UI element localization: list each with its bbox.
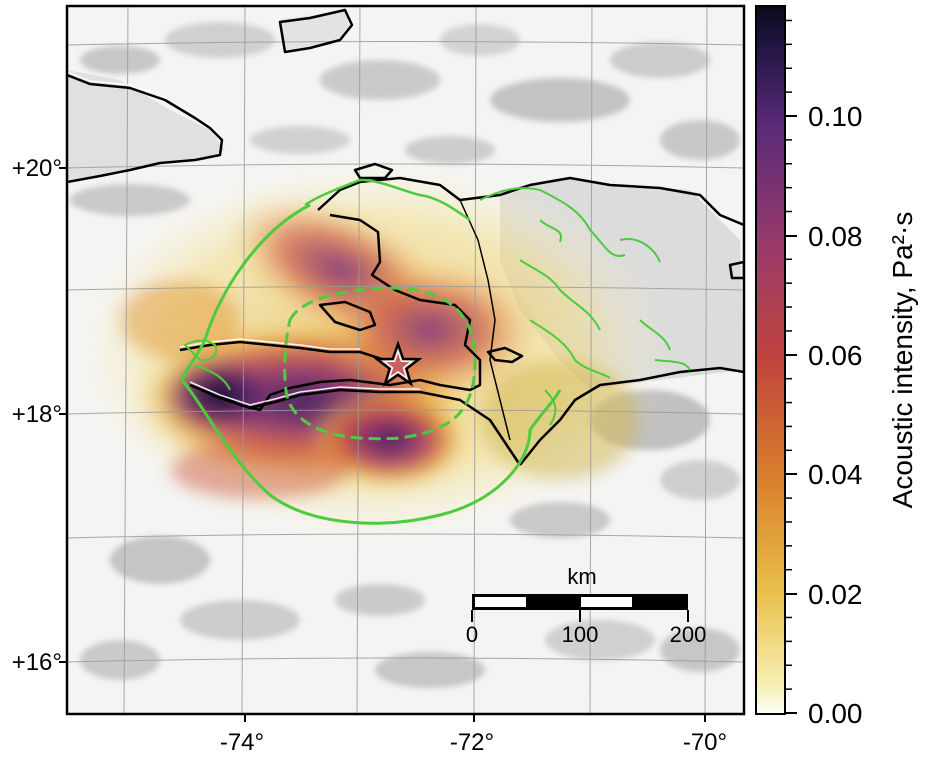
outer-contour: [180, 203, 562, 525]
lon-tick-label: -70°: [683, 729, 727, 756]
inner-dashed-contour: [283, 286, 477, 441]
colorbar-tick-label: 0.00: [808, 698, 863, 729]
cuba-coast-north: [67, 73, 224, 184]
contour-north-coast: [304, 178, 471, 222]
gonave-island: [318, 300, 377, 332]
epicenter-star: [373, 340, 423, 387]
lat-tick-label: +16°: [12, 649, 62, 676]
colorbar-major-ticks: [785, 115, 797, 714]
haiti-south-coast: [189, 383, 522, 466]
map-frame: [65, 4, 746, 716]
colorbar-minor-ticks: [785, 19, 792, 690]
colorbar: 0.10 0.08 0.06 0.04 0.02 0.00 Acoustic i…: [755, 5, 918, 729]
intensity-contours: [180, 178, 691, 525]
map-panel: km 0 100 200: [67, 6, 744, 714]
colorbar-tick-label: 0.08: [808, 221, 863, 252]
colorbar-tick-label: 0.04: [808, 459, 863, 490]
haiti-gulf-coast: [219, 213, 482, 412]
scale-tick-100: 100: [562, 622, 599, 647]
colorbar-gradient: [756, 6, 785, 714]
small-island-east: [728, 260, 744, 280]
colorbar-tick-label: 0.02: [808, 579, 863, 610]
lake-enriquillo: [486, 346, 524, 364]
colorbar-frame: [755, 5, 786, 715]
colorbar-tick-label: 0.10: [808, 101, 863, 132]
latitude-labels: +20° +18° +16°: [12, 155, 62, 676]
border: [459, 199, 511, 441]
lon-tick-label: -72°: [450, 729, 494, 756]
cuba-south-coast: [353, 162, 394, 180]
longitude-labels: -74° -72° -70°: [220, 729, 727, 756]
cuba-east-island: [278, 8, 354, 54]
lon-tick-label: -74°: [220, 729, 264, 756]
lat-tick-label: +20°: [12, 155, 62, 182]
dr-south-coast: [519, 366, 744, 466]
lat-tick-label: +18°: [12, 401, 62, 428]
scale-tick-0: 0: [466, 622, 478, 647]
haiti-south-peninsula: [179, 340, 396, 373]
contour-dr-islands: [479, 187, 691, 426]
contour-haiti-west: [183, 339, 231, 391]
scale-unit: km: [567, 564, 596, 589]
colorbar-tick-label: 0.06: [808, 340, 863, 371]
map-ticks: [59, 167, 706, 722]
colorbar-title: Acoustic intensity, Pa²·s: [887, 212, 918, 509]
scale-bar: km 0 100 200: [466, 564, 706, 647]
scale-tick-200: 200: [670, 622, 707, 647]
